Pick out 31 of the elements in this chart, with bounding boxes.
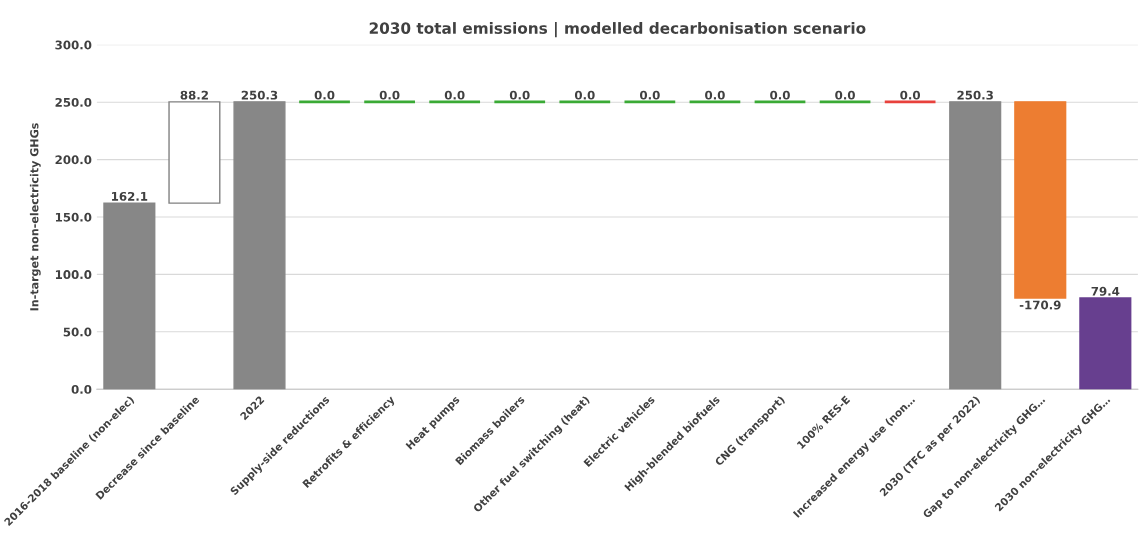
data-label: 0.0 (574, 90, 595, 100)
y-tick-label: 300.0 (55, 40, 92, 50)
y-tick-label: 50.0 (63, 327, 92, 337)
y-tick-label: 100.0 (55, 270, 92, 280)
y-tick-label: 200.0 (55, 155, 92, 165)
data-label: 0.0 (900, 90, 921, 100)
bar (233, 101, 286, 390)
bar (1014, 101, 1067, 299)
data-label: 88.2 (180, 90, 208, 100)
data-label: 0.0 (639, 90, 660, 100)
data-label: 0.0 (770, 90, 790, 100)
bar (1079, 297, 1132, 390)
data-label: 0.0 (705, 90, 725, 100)
bar (103, 202, 156, 390)
y-tick-label: 0.0 (71, 384, 92, 394)
data-label: 0.0 (509, 90, 530, 100)
data-label: 250.3 (241, 90, 278, 100)
chart-title: 2030 total emissions | modelled decarbonisation scenario (369, 22, 866, 38)
bar (949, 101, 1002, 390)
y-axis-title: In-target non-electricity GHGs (29, 123, 41, 311)
data-label: 0.0 (444, 90, 465, 100)
data-label: 250.3 (957, 90, 993, 100)
bar (168, 101, 221, 204)
data-label: 0.0 (835, 90, 855, 100)
data-label: -170.9 (1019, 300, 1061, 310)
data-label: 162.1 (112, 191, 148, 201)
y-tick-label: 250.0 (55, 97, 92, 107)
data-label: 0.0 (379, 90, 400, 100)
data-label: 0.0 (314, 90, 335, 100)
data-label: 79.4 (1091, 286, 1120, 296)
y-tick-label: 150.0 (55, 212, 92, 222)
